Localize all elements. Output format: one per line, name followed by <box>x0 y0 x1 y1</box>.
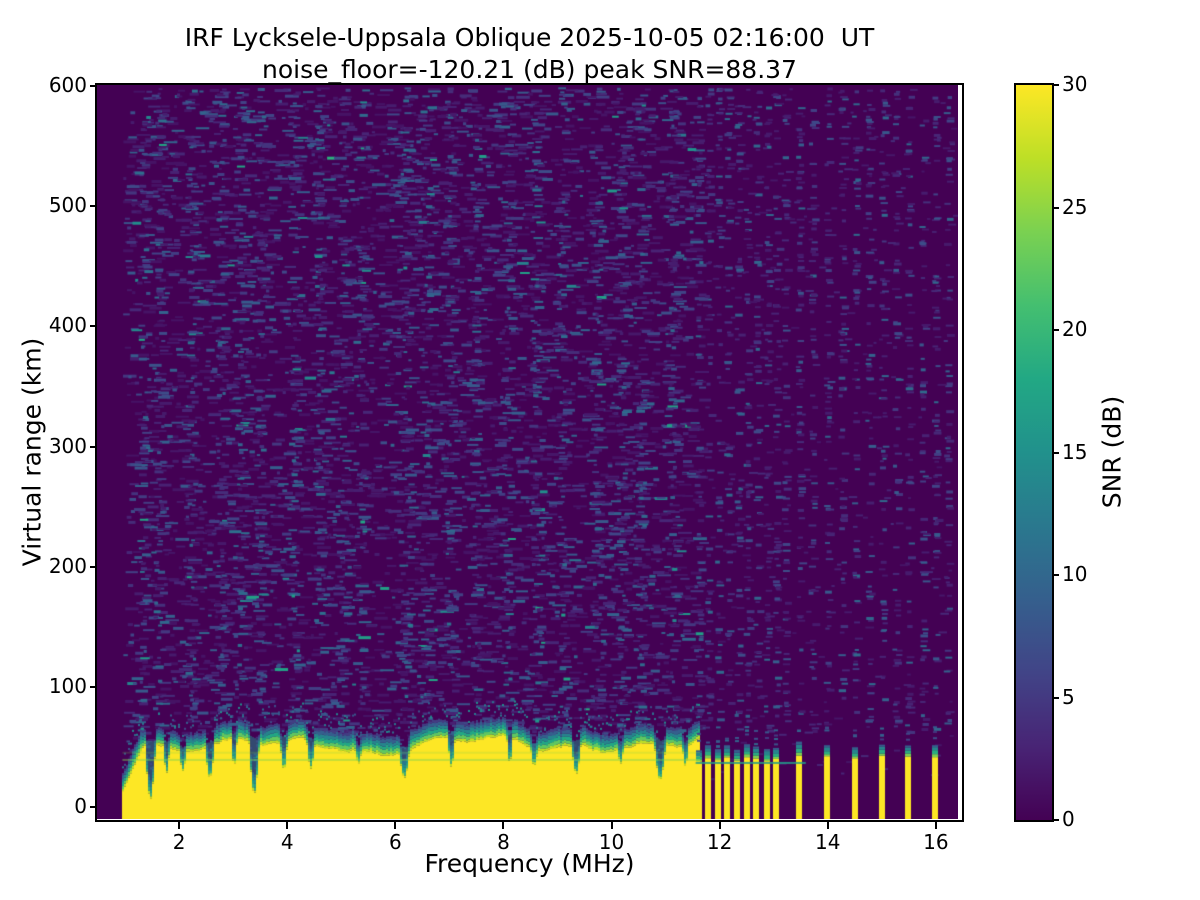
y-tick <box>90 205 97 208</box>
y-tick <box>90 445 97 448</box>
x-tick-label: 8 <box>497 830 510 854</box>
plot-frame <box>95 83 964 822</box>
colorbar-tick <box>1052 84 1059 86</box>
x-tick <box>394 822 397 829</box>
y-tick <box>90 685 97 688</box>
figure-title: IRF Lycksele-Uppsala Oblique 2025-10-05 … <box>184 23 875 52</box>
colorbar-gradient <box>1016 85 1052 820</box>
colorbar-tick <box>1052 451 1059 454</box>
colorbar-tick <box>1052 574 1059 576</box>
colorbar-tick-label: 10 <box>1062 562 1088 586</box>
heatmap-canvas <box>97 85 958 819</box>
colorbar-label: SNR (dB) <box>1097 395 1127 509</box>
colorbar-tick <box>1052 206 1059 209</box>
x-tick <box>178 822 181 829</box>
x-tick <box>718 822 721 829</box>
figure-subtitle: noise_floor=-120.21 (dB) peak SNR=88.37 <box>262 55 797 84</box>
x-tick-label: 4 <box>280 830 294 854</box>
y-tick-label: 300 <box>48 433 87 458</box>
x-tick-label: 14 <box>815 830 841 854</box>
y-tick <box>90 325 97 328</box>
y-tick <box>90 85 97 88</box>
colorbar <box>1014 83 1054 822</box>
x-tick-label: 10 <box>598 830 625 854</box>
colorbar-tick <box>1052 819 1059 821</box>
y-tick <box>90 805 97 808</box>
y-tick-label: 600 <box>48 73 87 98</box>
colorbar-tick-label: 5 <box>1062 684 1075 709</box>
colorbar-tick <box>1052 329 1059 331</box>
x-tick-label: 12 <box>706 830 733 854</box>
x-tick-label: 6 <box>388 830 402 854</box>
colorbar-tick-label: 0 <box>1062 807 1075 831</box>
y-tick-label: 500 <box>48 193 87 218</box>
x-tick <box>826 822 829 829</box>
x-tick-label: 2 <box>172 830 186 854</box>
x-tick <box>286 822 289 829</box>
x-axis-label: Frequency (MHz) <box>424 849 635 878</box>
y-tick-label: 200 <box>48 553 87 578</box>
x-tick <box>934 822 937 829</box>
colorbar-tick-label: 15 <box>1062 439 1088 464</box>
x-tick <box>502 822 505 829</box>
y-tick <box>90 565 97 568</box>
x-tick-label: 16 <box>923 830 949 854</box>
y-tick-label: 400 <box>48 313 87 338</box>
colorbar-tick-label: 25 <box>1062 194 1088 219</box>
y-tick-label: 100 <box>48 673 87 698</box>
colorbar-tick-label: 30 <box>1062 72 1088 96</box>
colorbar-tick <box>1052 696 1059 699</box>
x-tick <box>610 822 613 829</box>
y-axis-label: Virtual range (km) <box>17 337 47 567</box>
y-tick-label: 0 <box>74 793 87 818</box>
colorbar-tick-label: 20 <box>1062 317 1088 341</box>
